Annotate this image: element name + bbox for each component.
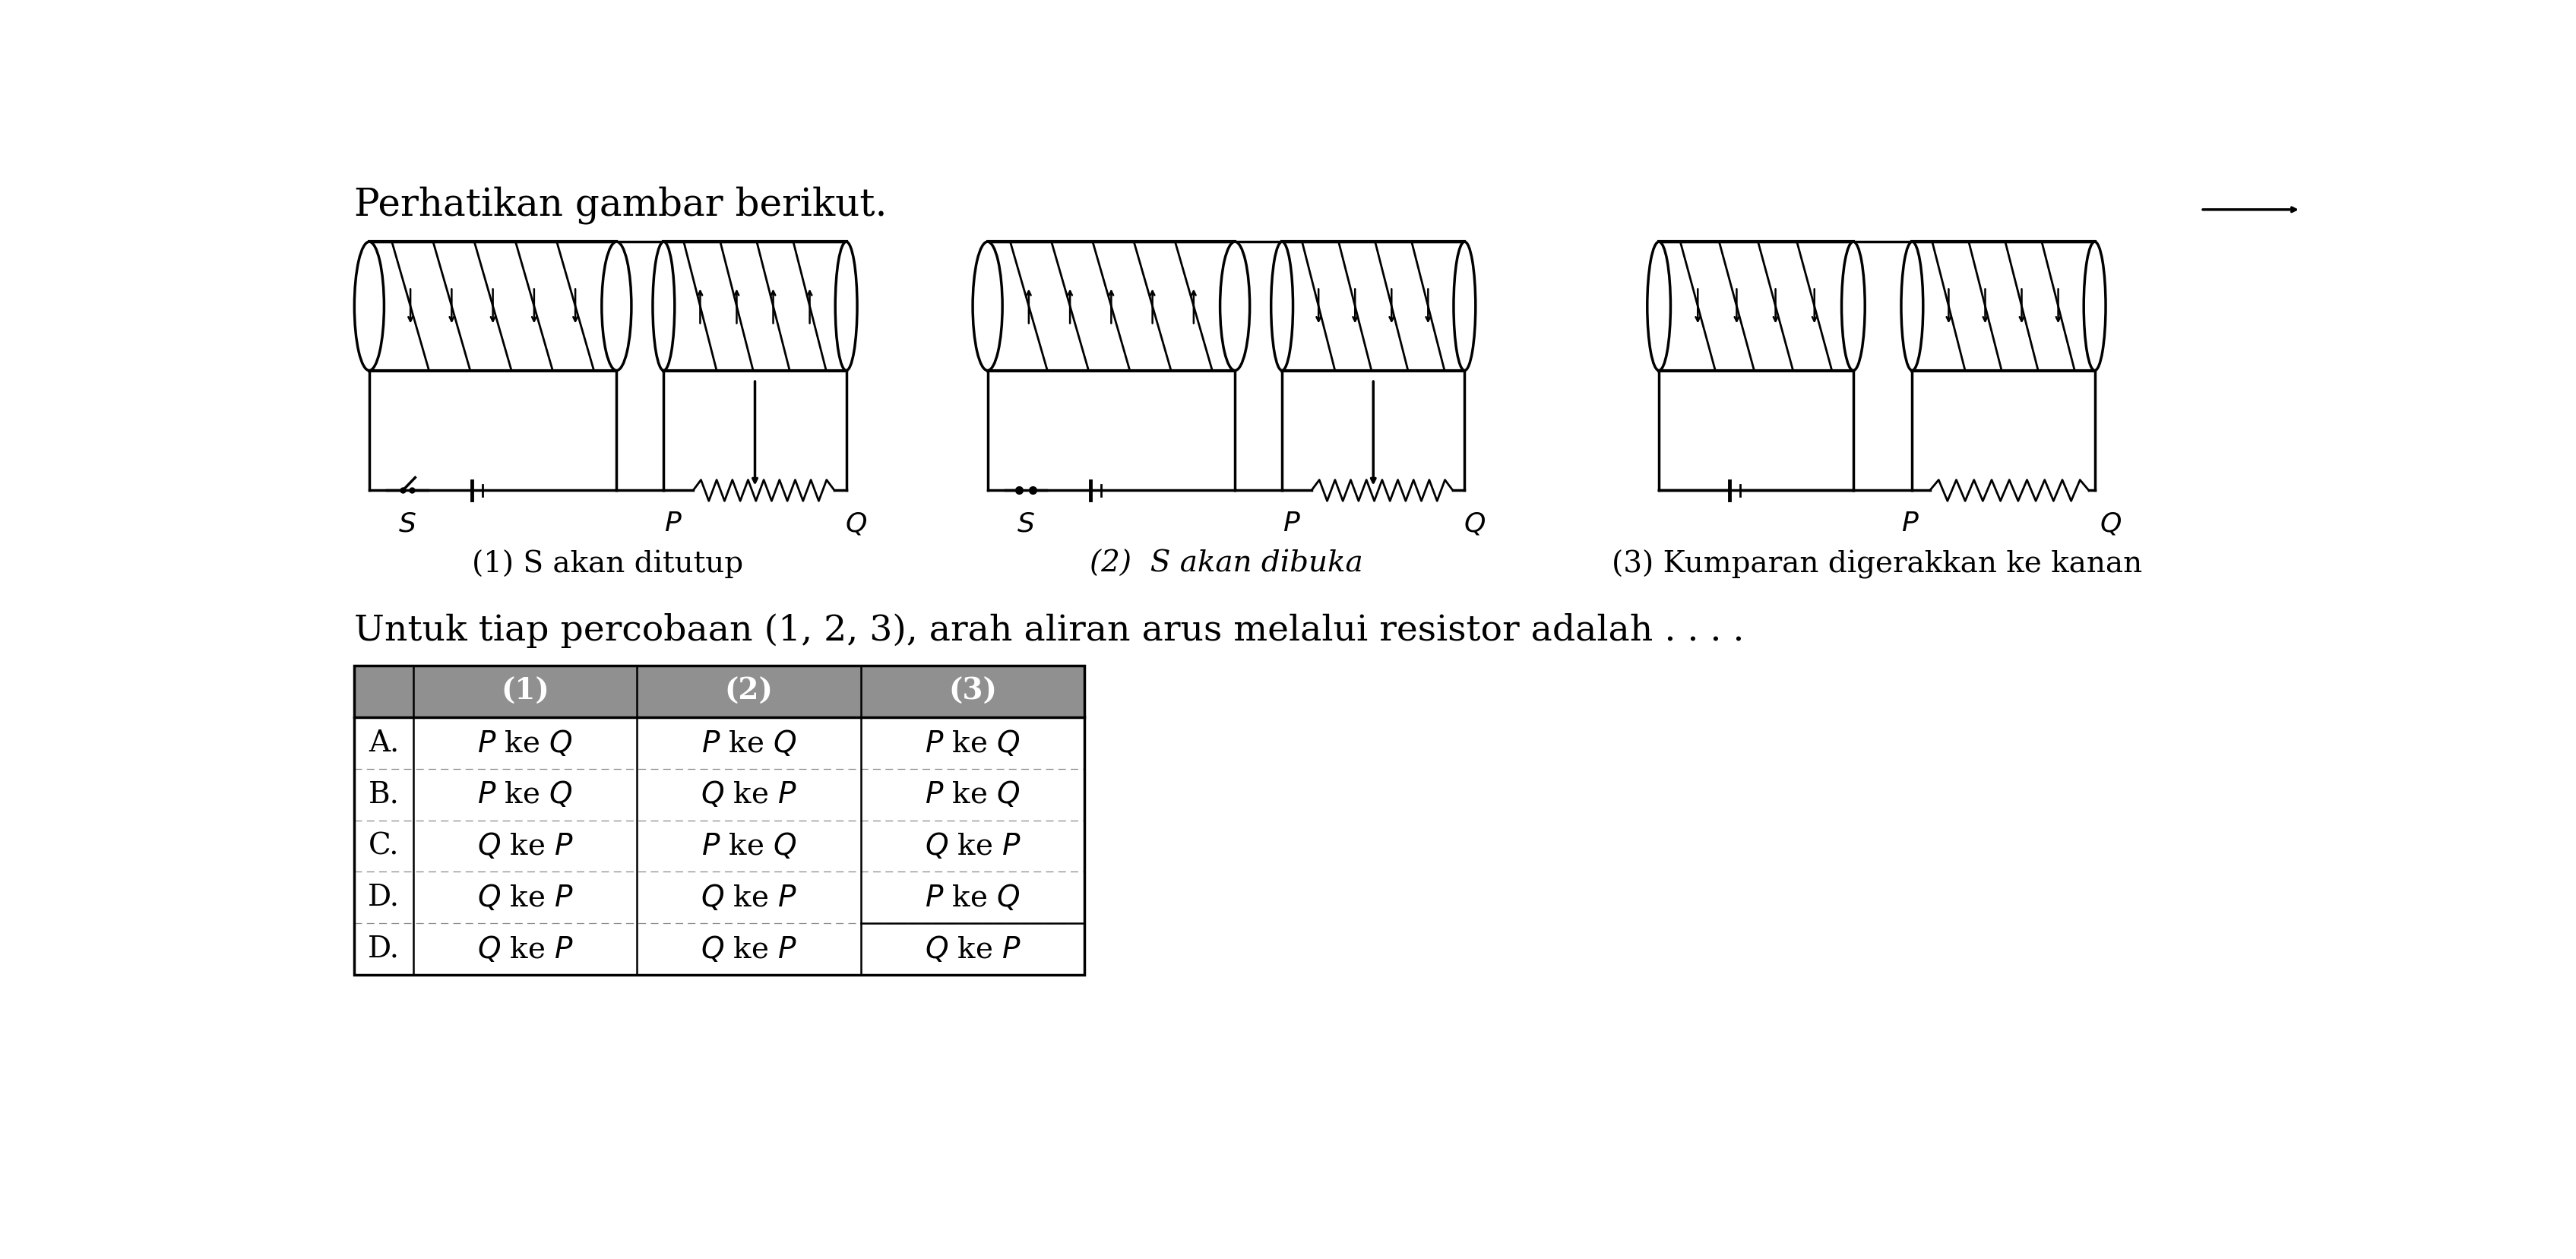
Text: $\mathit{P}$ ke $\mathit{Q}$: $\mathit{P}$ ke $\mathit{Q}$ [701, 831, 796, 861]
Text: (2)  S akan dibuka: (2) S akan dibuka [1090, 550, 1363, 578]
Text: A.: A. [368, 729, 399, 757]
Bar [355, 666, 1084, 974]
Ellipse shape [603, 242, 631, 370]
Ellipse shape [1270, 242, 1293, 370]
Text: $\mathit{Q}$ ke $\mathit{P}$: $\mathit{Q}$ ke $\mathit{P}$ [477, 831, 574, 861]
Text: $Q$: $Q$ [2099, 511, 2120, 536]
Ellipse shape [971, 242, 1002, 370]
Text: D.: D. [368, 884, 399, 912]
Text: $P$: $P$ [1901, 511, 1919, 536]
Ellipse shape [2084, 242, 2105, 370]
Text: $\mathit{Q}$ ke $\mathit{P}$: $\mathit{Q}$ ke $\mathit{P}$ [925, 831, 1020, 861]
Ellipse shape [835, 242, 858, 370]
Text: $Q$: $Q$ [1463, 511, 1484, 536]
Text: Perhatikan gambar berikut.: Perhatikan gambar berikut. [355, 186, 886, 224]
Text: Untuk tiap percobaan (1, 2, 3), arah aliran arus melalui resistor adalah . . . .: Untuk tiap percobaan (1, 2, 3), arah ali… [355, 613, 1744, 648]
Text: (3): (3) [948, 677, 997, 706]
Text: $P$: $P$ [1283, 511, 1301, 536]
Text: B.: B. [368, 781, 399, 808]
Text: $\mathit{P}$ ke $\mathit{Q}$: $\mathit{P}$ ke $\mathit{Q}$ [477, 779, 572, 810]
Text: $\mathit{Q}$ ke $\mathit{P}$: $\mathit{Q}$ ke $\mathit{P}$ [925, 934, 1020, 964]
Text: $\mathit{Q}$ ke $\mathit{P}$: $\mathit{Q}$ ke $\mathit{P}$ [701, 934, 796, 964]
Ellipse shape [1453, 242, 1476, 370]
Text: $P$: $P$ [665, 511, 683, 536]
Text: (1) S akan ditutup: (1) S akan ditutup [471, 550, 744, 578]
Text: (1): (1) [500, 677, 549, 706]
Text: C.: C. [368, 832, 399, 860]
Text: $\mathit{Q}$ ke $\mathit{P}$: $\mathit{Q}$ ke $\mathit{P}$ [701, 779, 796, 810]
Text: $\mathit{P}$ ke $\mathit{Q}$: $\mathit{P}$ ke $\mathit{Q}$ [477, 729, 572, 758]
Text: $\mathit{Q}$ ke $\mathit{P}$: $\mathit{Q}$ ke $\mathit{P}$ [477, 934, 574, 964]
Text: (3) Kumparan digerakkan ke kanan: (3) Kumparan digerakkan ke kanan [1610, 550, 2141, 579]
Ellipse shape [652, 242, 675, 370]
Text: (2): (2) [724, 677, 773, 706]
Text: $\mathit{P}$ ke $\mathit{Q}$: $\mathit{P}$ ke $\mathit{Q}$ [925, 779, 1020, 810]
Text: $\mathit{Q}$ ke $\mathit{P}$: $\mathit{Q}$ ke $\mathit{P}$ [701, 883, 796, 913]
Ellipse shape [1901, 242, 1922, 370]
Text: $\mathit{P}$ ke $\mathit{Q}$: $\mathit{P}$ ke $\mathit{Q}$ [925, 729, 1020, 758]
Text: $\mathit{P}$ ke $\mathit{Q}$: $\mathit{P}$ ke $\mathit{Q}$ [701, 729, 796, 758]
Ellipse shape [1646, 242, 1669, 370]
Ellipse shape [1842, 242, 1865, 370]
Text: $S$: $S$ [399, 511, 417, 536]
Text: $\mathit{P}$ ke $\mathit{Q}$: $\mathit{P}$ ke $\mathit{Q}$ [925, 883, 1020, 913]
Ellipse shape [1218, 242, 1249, 370]
Ellipse shape [355, 242, 384, 370]
Text: D.: D. [368, 935, 399, 963]
Text: $S$: $S$ [1018, 511, 1036, 536]
Text: $Q$: $Q$ [845, 511, 866, 536]
Text: $\mathit{Q}$ ke $\mathit{P}$: $\mathit{Q}$ ke $\mathit{P}$ [477, 883, 574, 913]
Bar [355, 666, 1084, 718]
